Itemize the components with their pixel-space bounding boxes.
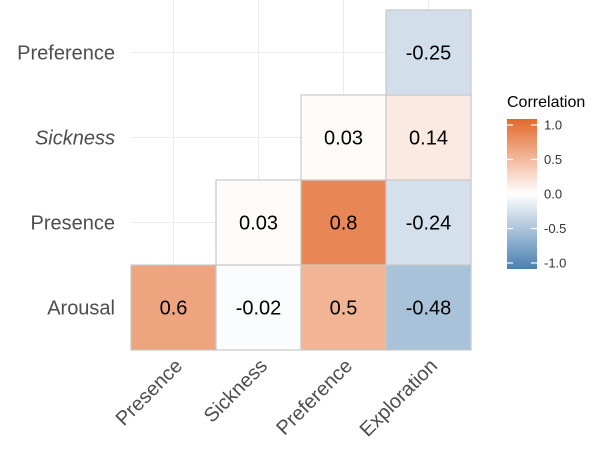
heatmap-cell [215,264,302,351]
legend-tick-label: 0.0 [544,187,562,202]
cell-value-label: -0.02 [236,298,282,320]
cell-value-label: 0.5 [330,298,358,320]
x-tick-label: Exploration [356,355,442,441]
color-legend: Correlation 1.0 0.5 0.0 -0.5 -1.0 [507,94,585,271]
legend-tick-label: 1.0 [544,118,562,133]
cell-value-label: 0.14 [409,128,448,150]
heatmap-cells: 0.6 -0.02 0.5 -0.48 0.03 0.8 -0.24 0.03 0.14 -0.2… [130,9,472,351]
x-tick-label: Presence [112,355,187,430]
cell-value-label: 0.03 [324,128,363,150]
legend-tick-label: -1.0 [544,256,566,271]
x-tick-label: Preference [272,355,357,440]
legend-title: Correlation [507,94,585,111]
cell-value-label: 0.03 [239,213,278,235]
heatmap-cell [385,264,472,351]
y-tick-label: Preference [17,43,115,65]
cell-value-label: -0.24 [406,213,452,235]
cell-value-label: -0.48 [406,298,452,320]
heatmap-cell [385,94,472,181]
y-tick-label: Presence [31,213,116,235]
heatmap-cell [385,9,472,96]
y-tick-label: Arousal [47,298,115,320]
x-tick-label: Sickness [200,355,272,427]
cell-value-label: 0.6 [160,298,188,320]
heatmap-cell [130,264,217,351]
y-tick-label: Sickness [35,128,115,150]
heatmap-cell [300,94,387,181]
legend-tick-label: 0.5 [544,152,562,167]
cell-value-label: -0.25 [406,43,452,65]
cell-value-label: 0.8 [330,213,358,235]
y-axis-labels: Arousal Presence Sickness Preference [17,43,115,320]
legend-tick-label: -0.5 [544,221,566,236]
legend-ticks: 1.0 0.5 0.0 -0.5 -1.0 [507,118,566,271]
